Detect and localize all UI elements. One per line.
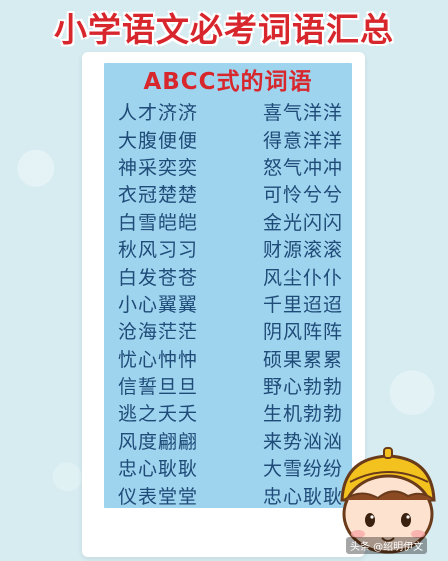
word-row: 仪表堂堂 忠心耿耿 [118,481,343,508]
word-right: 风尘仆仆 [262,266,343,289]
page-title: 小学语文必考词语汇总 [53,9,394,50]
page-header: 小学语文必考词语汇总 [24,2,424,52]
word-list: 人才济济 喜气洋洋大腹便便 得意洋洋神采奕奕 怒气冲冲衣冠楚楚 可怜兮兮白雪皑皑 金光闪闪… [118,98,343,509]
word-right: 怒气冲冲 [262,156,343,179]
word-left: 忠心耿耿 [118,458,199,481]
word-right: 大雪纷纷 [262,458,343,481]
word-row: 神采奕奕 怒气冲冲 [118,153,343,180]
word-row: 衣冠楚楚 可怜兮兮 [118,180,343,207]
word-left: 秋风习习 [118,239,199,262]
word-row: 白雪皑皑 金光闪闪 [118,208,343,235]
word-right: 硕果累累 [262,348,343,371]
word-right: 喜气洋洋 [262,102,343,125]
word-row: 忧心忡忡 硕果累累 [118,345,343,372]
word-left: 白雪皑皑 [118,211,199,234]
vocab-card [101,60,355,511]
word-right: 可怜兮兮 [262,184,343,207]
word-left: 仪表堂堂 [118,485,199,508]
word-right: 野心勃勃 [262,376,343,399]
word-left: 小心翼翼 [118,293,199,316]
word-left: 沧海茫茫 [118,321,199,344]
word-left: 忧心忡忡 [118,348,199,371]
word-row: 风度翩翩 来势汹汹 [118,427,343,454]
word-left: 逃之夭夭 [118,403,199,426]
word-right: 阴风阵阵 [262,321,343,344]
word-left: 人才济济 [118,102,199,125]
word-right: 财源滚滚 [262,239,343,262]
word-left: 风度翩翩 [118,430,199,453]
word-row: 逃之夭夭 生机勃勃 [118,399,343,426]
word-right: 金光闪闪 [262,211,343,234]
word-row: 沧海茫茫 阴风阵阵 [118,317,343,344]
word-right: 得意洋洋 [262,129,343,152]
word-left: 衣冠楚楚 [118,184,199,207]
watermark: 头条 @绍明伊文 [346,537,428,554]
word-left: 大腹便便 [118,129,199,152]
card-subtitle: ABCC式的词语 [143,69,313,95]
cartoon-boy-icon [340,447,436,554]
word-row: 人才济济 喜气洋洋 [118,98,343,125]
word-row: 忠心耿耿 大雪纷纷 [118,454,343,481]
word-right: 忠心耿耿 [262,485,343,508]
word-right: 生机勃勃 [262,403,343,426]
word-left: 白发苍苍 [118,266,199,289]
word-row: 小心翼翼 千里迢迢 [118,290,343,317]
word-row: 大腹便便 得意洋洋 [118,125,343,152]
word-left: 神采奕奕 [118,156,199,179]
word-row: 秋风习习 财源滚滚 [118,235,343,262]
word-right: 来势汹汹 [262,430,343,453]
word-row: 信誓旦旦 野心勃勃 [118,372,343,399]
word-row: 白发苍苍 风尘仆仆 [118,262,343,289]
word-left: 信誓旦旦 [118,376,199,399]
word-right: 千里迢迢 [262,293,343,316]
